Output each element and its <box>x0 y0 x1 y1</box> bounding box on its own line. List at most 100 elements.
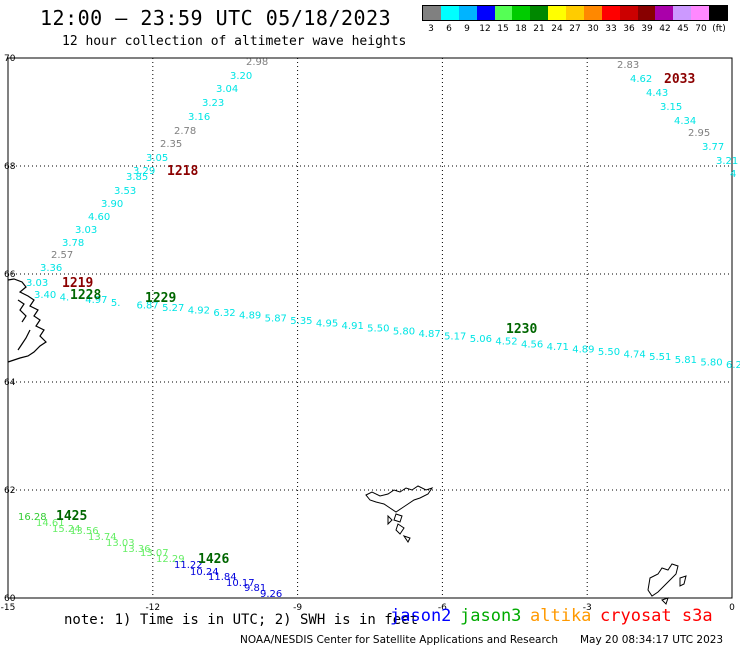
legend-label: 3 <box>428 24 434 34</box>
wave-height-label: 2.57 <box>51 250 73 261</box>
faroe-islands <box>365 485 434 543</box>
wave-height-label: 5.51 <box>649 352 671 363</box>
wave-height-label: 4.89 <box>239 311 261 322</box>
wave-height-label: 2.35 <box>160 139 182 150</box>
legend-swatch <box>566 6 584 20</box>
wave-height-label: 5.50 <box>598 347 620 358</box>
wave-height-label: 3.85 <box>126 172 148 183</box>
wave-height-label: 2.78 <box>174 126 196 137</box>
legend-swatch <box>530 6 549 20</box>
legend-label: 18 <box>515 24 527 34</box>
legend-label: 70 <box>695 24 707 34</box>
wave-height-label: 5.80 <box>700 357 722 368</box>
longitude-label: -15 <box>1 603 16 613</box>
mission-name: jason2 <box>390 606 452 626</box>
wave-height-label: 10.24 <box>190 567 219 578</box>
wave-height-label: 3.29 <box>133 166 155 177</box>
wave-height-label: 3.16 <box>188 112 210 123</box>
wave-height-label: 5.87 <box>265 313 287 324</box>
legend-label: 33 <box>605 24 617 34</box>
wave-height-label: 3.04 <box>216 84 238 95</box>
units-note: note: 1) Time is in UTC; 2) SWH is in fe… <box>64 612 419 628</box>
longitude-label: 0 <box>729 603 735 613</box>
legend-label: 9 <box>464 24 470 34</box>
wave-height-label: 2.95 <box>688 128 710 139</box>
pass-time-label: 2033 <box>664 72 695 87</box>
legend-swatch <box>655 6 674 20</box>
wave-height-label: 4.89 <box>572 344 594 355</box>
pass-time-label: 1218 <box>167 164 198 179</box>
wave-height-label: 4.56 <box>521 339 543 350</box>
legend-label: 12 <box>479 24 491 34</box>
longitude-label: -12 <box>145 603 160 613</box>
wave-height-label: 5. <box>111 298 121 309</box>
pass-time-label: 1229 <box>145 291 176 306</box>
legend-swatch <box>494 6 513 20</box>
wave-height-label: 3.03 <box>26 278 48 289</box>
legend-swatch <box>548 6 566 20</box>
iceland-coastline <box>7 278 47 363</box>
pass-time-label: 1426 <box>198 552 229 567</box>
pass-time-label: 1230 <box>506 322 537 337</box>
legend-label: 45 <box>677 24 689 34</box>
wave-height-label: 15.24 <box>52 524 81 535</box>
wave-height-label: 5.80 <box>393 326 415 337</box>
legend-label: 6 <box>446 24 452 34</box>
wave-height-label: 13.74 <box>88 532 117 543</box>
legend-swatch <box>619 6 638 20</box>
legend-swatch <box>691 6 709 20</box>
wave-height-label: 2.98 <box>246 57 268 68</box>
legend-swatch <box>423 6 441 20</box>
latitude-label: 62 <box>4 486 15 496</box>
axis-labels: -15 -12 -9 -6 -3 0 70 68 66 64 62 60 <box>1 54 735 613</box>
wave-height-label: 4 <box>730 169 736 180</box>
legend-label: 42 <box>659 24 671 34</box>
wave-height-label: 4.52 <box>495 337 517 348</box>
wave-height-label: 3.20 <box>230 71 252 82</box>
latitude-label: 66 <box>4 270 16 280</box>
wave-height-label: 3.23 <box>202 98 224 109</box>
mission-name: cryosat s3a <box>600 606 713 626</box>
legend-label: 24 <box>551 24 563 34</box>
color-legend: 3 6 9 12 15 18 21 24 27 30 33 36 39 42 45 70 (ft) <box>422 5 728 34</box>
wave-height-label: 3.36 <box>40 263 62 274</box>
wave-height-label: 4.91 <box>342 321 364 332</box>
legend-label: 27 <box>569 24 581 34</box>
mission-name: jason3 <box>460 606 522 626</box>
wave-height-label: 2.83 <box>617 60 639 71</box>
legend-label: 30 <box>587 24 599 34</box>
map-subtitle: 12 hour collection of altimeter wave hei… <box>62 34 407 49</box>
legend-swatch <box>512 6 531 20</box>
legend-label: 39 <box>641 24 653 34</box>
wave-height-label: 4.87 <box>418 329 440 340</box>
legend-swatch <box>601 6 620 20</box>
shetland-islands <box>647 563 687 605</box>
wave-height-label: 3.53 <box>114 186 136 197</box>
wave-height-label: 3.90 <box>101 199 123 210</box>
legend-color-bar <box>422 5 728 21</box>
wave-height-label: 5.35 <box>290 316 312 327</box>
wave-height-label: 13.03 <box>106 538 135 549</box>
legend-swatch <box>673 6 692 20</box>
wave-height-label: 9.26 <box>260 589 282 600</box>
wave-height-label: 3.78 <box>62 238 84 249</box>
pass-time-label: 1425 <box>56 509 87 524</box>
map-frame <box>7 57 733 599</box>
wave-height-label: 4.92 <box>188 306 210 317</box>
wave-height-label: 3.77 <box>702 142 724 153</box>
altimeter-tracks: 2.98 3.20 3.04 3.23 3.16 2.78 2.35 3.05 3.293.85… <box>18 57 740 600</box>
wave-height-label: 3.40 <box>34 290 56 301</box>
wave-height-label: 3.15 <box>660 102 682 113</box>
footer-date: May 20 08:34:17 UTC 2023 <box>580 634 724 646</box>
legend-swatch <box>476 6 495 20</box>
legend-swatch <box>583 6 602 20</box>
wave-height-label: 4.34 <box>674 116 696 127</box>
map-title: 12:00 — 23:59 UTC 05/18/2023 <box>40 6 392 30</box>
legend-label: 21 <box>533 24 545 34</box>
wave-height-label: 11.22 <box>174 560 203 571</box>
legend-swatch <box>440 6 459 20</box>
wave-height-label: 14.61 <box>36 518 65 529</box>
wave-height-label: 12.29 <box>156 554 185 565</box>
legend-label: 36 <box>623 24 635 34</box>
legend-labels: 3 6 9 12 15 18 21 24 27 30 33 36 39 42 45 70 (ft) <box>422 24 728 34</box>
